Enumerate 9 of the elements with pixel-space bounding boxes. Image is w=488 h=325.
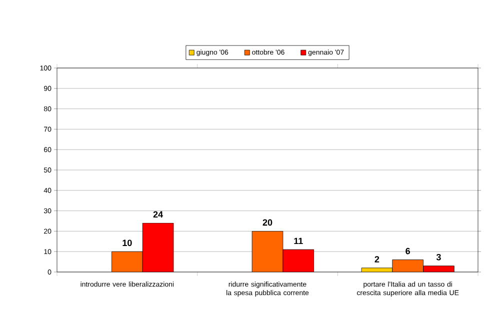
data-label: 24 <box>153 211 163 218</box>
bar <box>142 222 174 272</box>
data-label: 10 <box>122 240 132 246</box>
data-label: 3 <box>436 254 441 260</box>
data-label: 2 <box>374 256 380 262</box>
data-label: 20 <box>262 219 272 226</box>
data-label: 11 <box>294 238 303 244</box>
data-label: 6 <box>406 248 410 254</box>
bar <box>282 249 314 272</box>
